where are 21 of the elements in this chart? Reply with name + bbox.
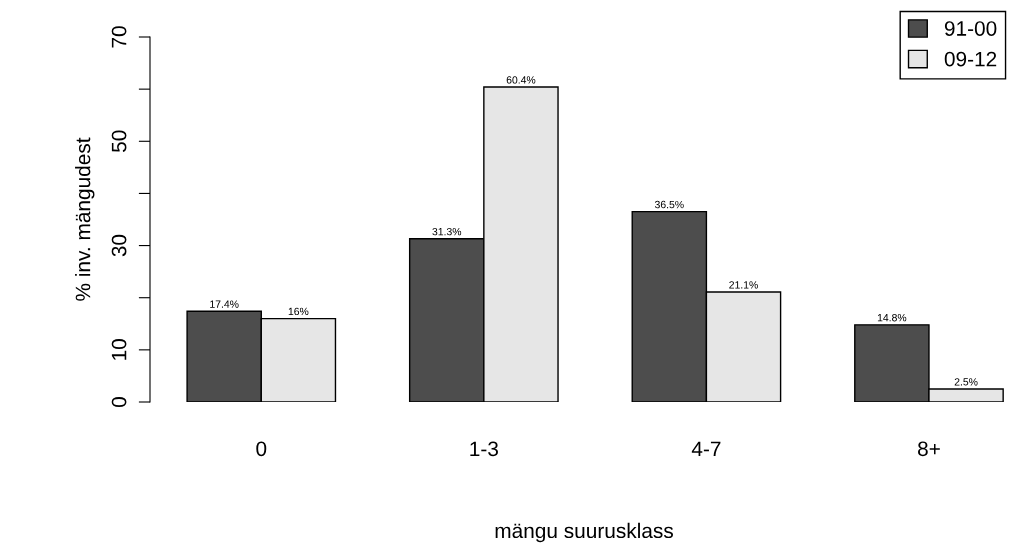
- data-label: 60.4%: [506, 76, 536, 84]
- legend-label: 91-00: [944, 21, 997, 36]
- data-label: 17.4%: [210, 300, 239, 308]
- data-label: 2.5%: [954, 378, 978, 386]
- legend-label: 09-12: [944, 51, 997, 67]
- y-axis-title: % inv. mängudest: [75, 137, 95, 301]
- y-tick-label: 50: [111, 130, 127, 153]
- x-tick-label: 8+: [918, 441, 940, 457]
- data-label: 36.5%: [654, 200, 684, 209]
- data-label: 31.3%: [432, 227, 462, 236]
- x-axis-title: mängu suurusklass: [495, 522, 673, 543]
- y-tick-label: 30: [111, 234, 127, 257]
- data-label: 21.1%: [729, 281, 758, 289]
- x-tick-label: 1-3: [470, 441, 498, 457]
- y-tick-label: 10: [111, 339, 127, 360]
- data-label: 14.8%: [877, 314, 907, 322]
- y-tick-label: 0: [111, 397, 127, 407]
- x-tick-label: 0: [256, 441, 267, 457]
- data-label: 16%: [288, 307, 309, 316]
- x-tick-label: 4-7: [691, 441, 721, 456]
- y-tick-label: 70: [111, 26, 127, 48]
